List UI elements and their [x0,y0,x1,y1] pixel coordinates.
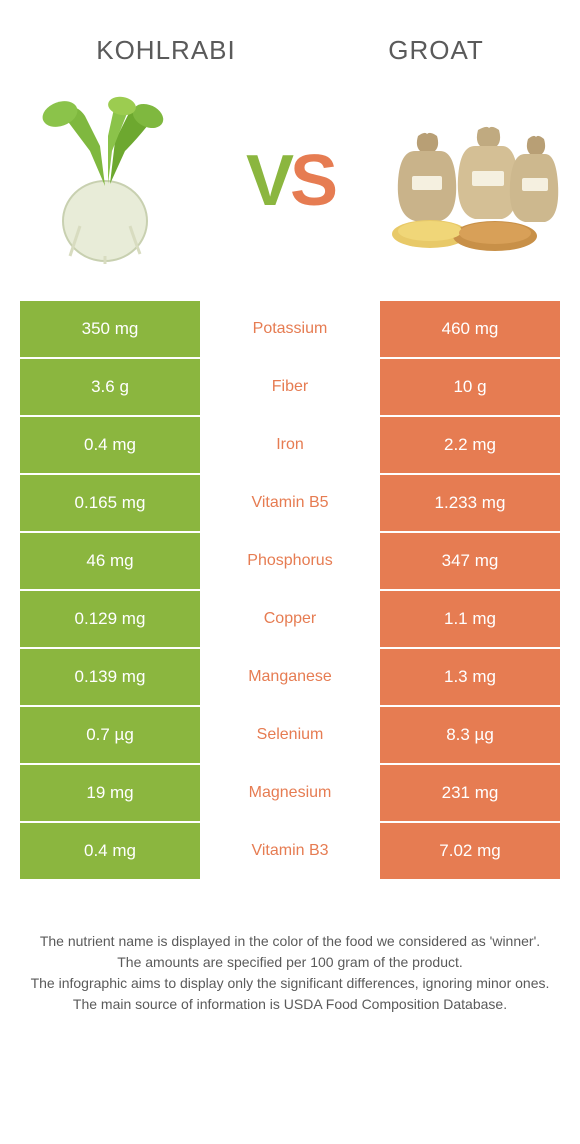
right-value: 8.3 µg [380,707,560,763]
footer-line-4: The main source of information is USDA F… [30,994,550,1015]
footer: The nutrient name is displayed in the co… [0,881,580,1035]
nutrient-label: Vitamin B5 [200,475,380,531]
left-value: 0.139 mg [20,649,200,705]
nutrient-label: Magnesium [200,765,380,821]
nutrient-label: Selenium [200,707,380,763]
comparison-table: 350 mgPotassium460 mg3.6 gFiber10 g0.4 m… [20,301,560,881]
groat-icon [380,106,560,256]
left-value: 19 mg [20,765,200,821]
vs-label: VS [246,140,334,222]
nutrient-label: Phosphorus [200,533,380,589]
nutrient-label: Copper [200,591,380,647]
left-value: 350 mg [20,301,200,357]
vs-s-letter: S [290,141,334,221]
header: KOHLRABI GROAT [0,0,580,81]
right-value: 1.1 mg [380,591,560,647]
footer-line-2: The amounts are specified per 100 gram o… [30,952,550,973]
left-value: 0.4 mg [20,823,200,879]
table-row: 3.6 gFiber10 g [20,359,560,417]
table-row: 0.4 mgIron2.2 mg [20,417,560,475]
left-value: 3.6 g [20,359,200,415]
nutrient-label: Vitamin B3 [200,823,380,879]
footer-line-1: The nutrient name is displayed in the co… [30,931,550,952]
left-value: 0.165 mg [20,475,200,531]
right-value: 2.2 mg [380,417,560,473]
left-value: 0.4 mg [20,417,200,473]
nutrient-label: Iron [200,417,380,473]
right-value: 460 mg [380,301,560,357]
right-value: 1.233 mg [380,475,560,531]
groat-image [380,91,560,271]
right-value: 347 mg [380,533,560,589]
table-row: 0.165 mgVitamin B51.233 mg [20,475,560,533]
nutrient-label: Potassium [200,301,380,357]
table-row: 0.7 µgSelenium8.3 µg [20,707,560,765]
left-food-title: KOHLRABI [96,35,236,66]
footer-line-3: The infographic aims to display only the… [30,973,550,994]
left-value: 46 mg [20,533,200,589]
left-value: 0.129 mg [20,591,200,647]
nutrient-label: Fiber [200,359,380,415]
table-row: 0.4 mgVitamin B37.02 mg [20,823,560,881]
nutrient-label: Manganese [200,649,380,705]
right-value: 10 g [380,359,560,415]
table-row: 19 mgMagnesium231 mg [20,765,560,823]
table-row: 350 mgPotassium460 mg [20,301,560,359]
vs-v-letter: V [246,141,290,221]
right-value: 7.02 mg [380,823,560,879]
table-row: 0.129 mgCopper1.1 mg [20,591,560,649]
table-row: 0.139 mgManganese1.3 mg [20,649,560,707]
kohlrabi-image [20,91,200,271]
right-food-title: GROAT [388,35,484,66]
right-value: 1.3 mg [380,649,560,705]
left-value: 0.7 µg [20,707,200,763]
kohlrabi-icon [30,96,190,266]
vs-row: VS [0,81,580,301]
table-row: 46 mgPhosphorus347 mg [20,533,560,591]
right-value: 231 mg [380,765,560,821]
